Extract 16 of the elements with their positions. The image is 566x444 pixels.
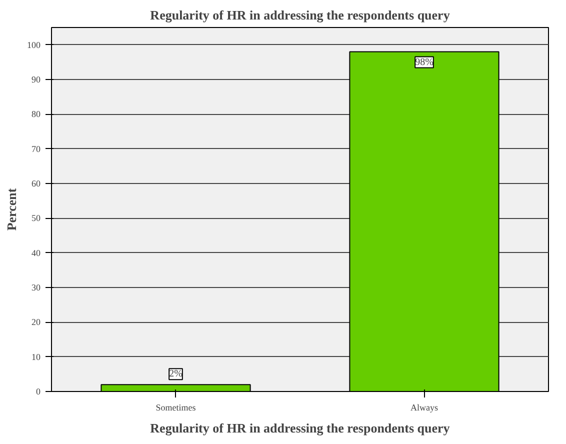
x-tick-label: Always: [410, 402, 438, 412]
x-tick-label: Sometimes: [156, 402, 196, 412]
y-tick-label: 60: [32, 178, 41, 188]
y-tick-label: 80: [32, 109, 41, 120]
y-tick-label: 100: [27, 40, 41, 50]
x-axis-title: Regularity of HR in addressing the respondents query: [150, 420, 450, 436]
y-tick-label: 20: [32, 317, 41, 328]
chart-title: Regularity of HR in addressing the respondents query: [150, 8, 450, 22]
y-tick-label: 30: [32, 282, 41, 292]
y-tick-label: 10: [32, 352, 41, 362]
y-tick-label: 0: [36, 386, 41, 396]
y-tick-label: 40: [32, 248, 41, 258]
y-tick-label: 50: [32, 213, 41, 224]
y-axis-title: Percent: [4, 188, 19, 231]
y-tick-label: 70: [32, 144, 41, 154]
y-tick-label: 90: [32, 74, 41, 84]
